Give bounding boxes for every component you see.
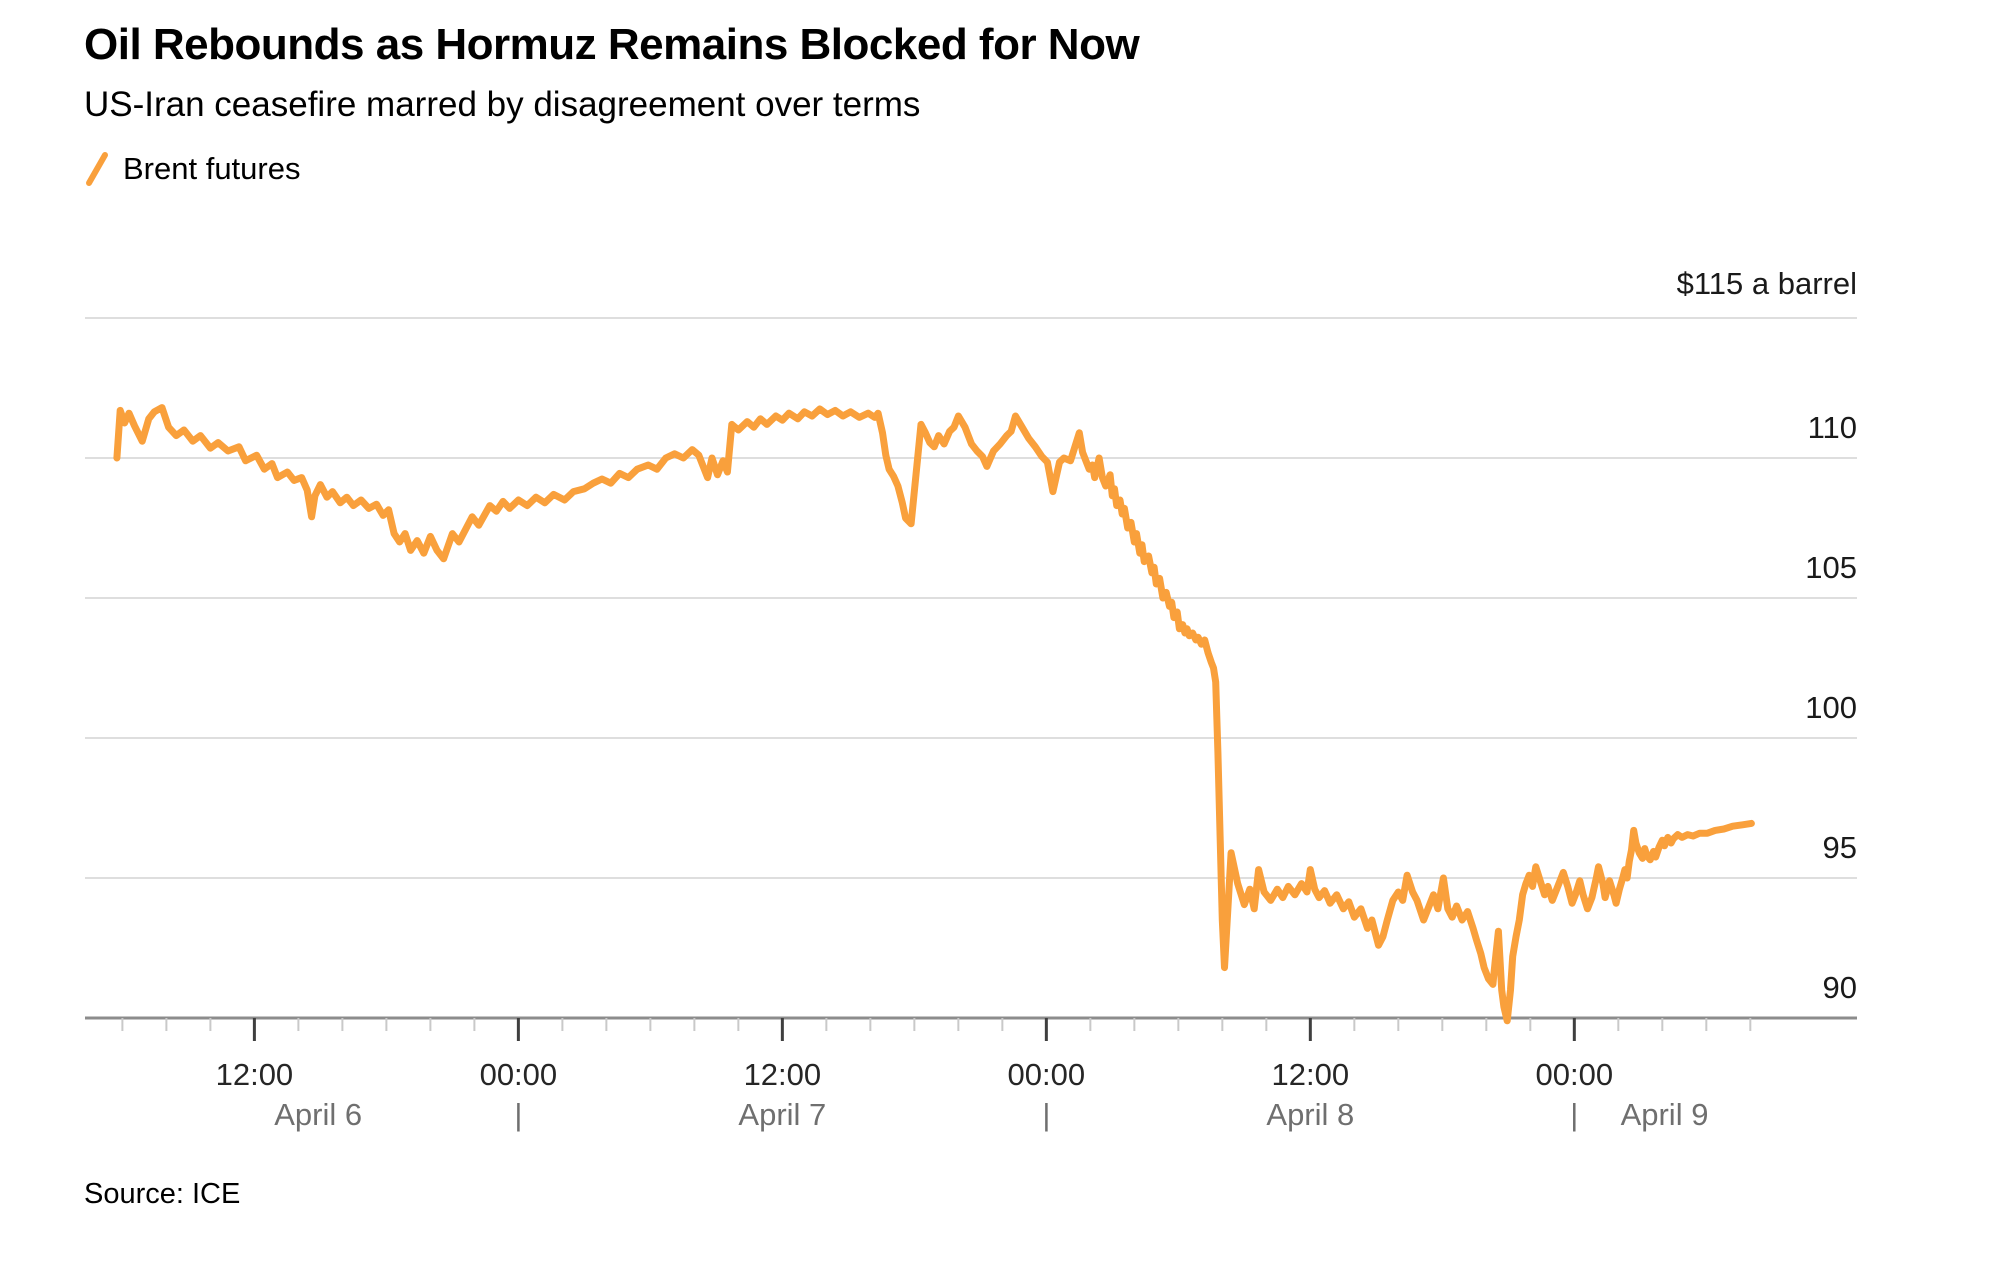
x-axis-time-label: 12:00 (216, 1057, 294, 1092)
x-axis-time-label: 00:00 (1536, 1057, 1614, 1092)
y-axis-unit-label: $115 a barrel (1677, 266, 1857, 301)
price-line-brent-futures (113, 404, 1755, 1025)
x-axis-date-separator: | (514, 1097, 522, 1132)
x-axis-time-label: 12:00 (744, 1057, 822, 1092)
y-axis-label: 110 (1808, 410, 1857, 445)
y-axis-label: 105 (1805, 550, 1857, 585)
y-axis-label: 95 (1823, 830, 1857, 865)
legend: Brent futures (84, 150, 300, 188)
y-axis-label: 90 (1823, 970, 1857, 1005)
x-axis-date-label: April 6 (274, 1097, 362, 1132)
x-axis-date-separator: | (1570, 1097, 1578, 1132)
x-axis-time-label: 00:00 (1008, 1057, 1086, 1092)
source-label: Source: ICE (84, 1178, 241, 1210)
x-axis-time-label: 00:00 (480, 1057, 558, 1092)
chart-subtitle: US-Iran ceasefire marred by disagreement… (84, 85, 921, 124)
x-axis-time-label: 12:00 (1272, 1057, 1350, 1092)
x-axis-date-label: April 9 (1621, 1097, 1709, 1132)
x-axis-date-label: April 8 (1266, 1097, 1354, 1132)
y-axis-label: 100 (1805, 690, 1857, 725)
legend-label: Brent futures (123, 151, 301, 186)
x-axis-date-separator: | (1042, 1097, 1050, 1132)
chart-title: Oil Rebounds as Hormuz Remains Blocked f… (84, 20, 1140, 69)
legend-line-swatch-icon (86, 152, 108, 186)
x-axis-date-label: April 7 (738, 1097, 826, 1132)
